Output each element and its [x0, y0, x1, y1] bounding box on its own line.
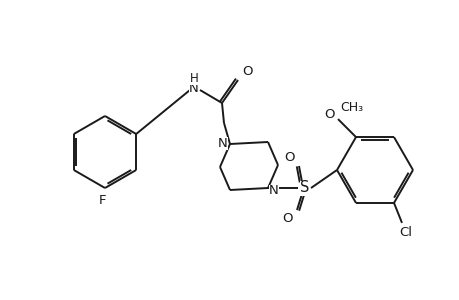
Text: H: H: [189, 71, 198, 85]
Text: CH₃: CH₃: [340, 100, 363, 114]
Text: Cl: Cl: [398, 226, 412, 239]
Text: O: O: [242, 64, 253, 77]
Text: O: O: [282, 212, 293, 226]
Text: N: N: [218, 136, 227, 149]
Text: S: S: [300, 181, 309, 196]
Text: O: O: [324, 108, 335, 121]
Text: O: O: [284, 151, 295, 164]
Text: F: F: [99, 194, 106, 206]
Text: N: N: [189, 82, 198, 94]
Text: N: N: [269, 184, 278, 197]
